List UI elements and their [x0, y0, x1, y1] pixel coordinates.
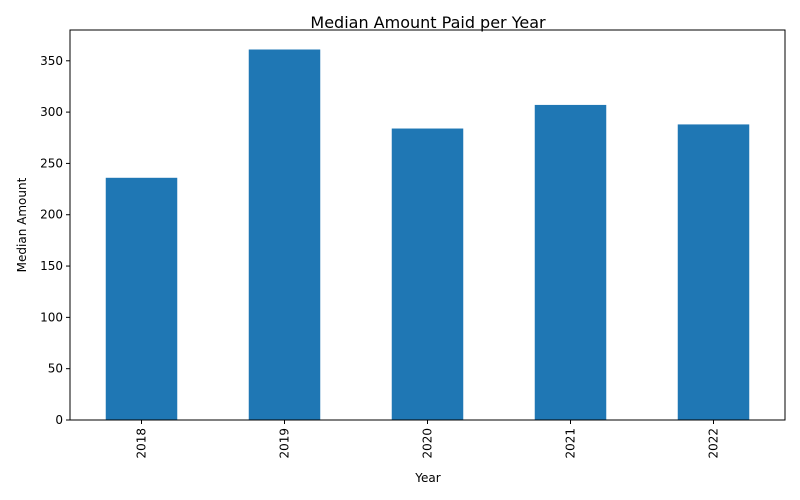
- x-tick-label-2018: 2018: [135, 428, 149, 459]
- bar-2021: [534, 104, 607, 420]
- y-tick-label-0: 0: [55, 413, 63, 427]
- y-tick-label-200: 200: [40, 208, 63, 222]
- chart-title: Median Amount Paid per Year: [310, 13, 546, 32]
- y-tick-label-100: 100: [40, 310, 63, 324]
- y-axis-ticks: 0 50 100 150 200 250 300 350: [40, 54, 70, 427]
- bar-2018: [105, 177, 178, 420]
- x-tick-label-2020: 2020: [421, 428, 435, 459]
- y-tick-label-300: 300: [40, 105, 63, 119]
- bar-2020: [391, 128, 464, 421]
- x-tick-label-2021: 2021: [564, 428, 578, 459]
- plot-frame: [69, 29, 786, 421]
- y-tick-label-150: 150: [40, 259, 63, 273]
- bars-group: [105, 49, 750, 421]
- bar-2022: [677, 124, 750, 420]
- y-tick-label-350: 350: [40, 54, 63, 68]
- x-axis-ticks: 2018 2019 2020 2021 2022: [135, 420, 721, 459]
- x-axis-label: Year: [414, 471, 440, 485]
- x-tick-label-2022: 2022: [707, 428, 721, 459]
- y-tick-label-50: 50: [48, 362, 63, 376]
- bar-2019: [248, 49, 321, 420]
- x-tick-label-2019: 2019: [278, 428, 292, 459]
- y-tick-label-250: 250: [40, 156, 63, 170]
- y-axis-label: Median Amount: [15, 177, 29, 272]
